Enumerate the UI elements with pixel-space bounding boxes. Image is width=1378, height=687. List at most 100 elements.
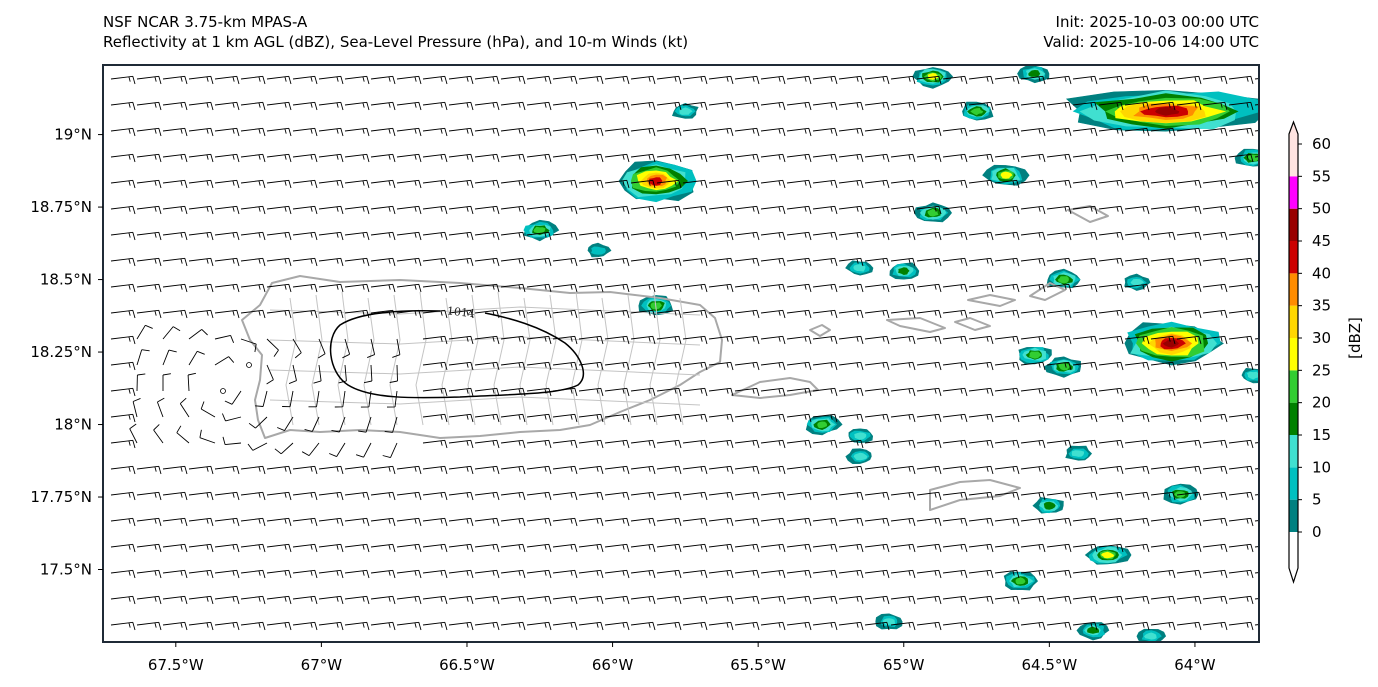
wind-barb (682, 283, 708, 293)
wind-barb (604, 517, 630, 527)
wind-barb (760, 491, 786, 501)
calm-wind-marker (246, 362, 252, 368)
wind-barb (552, 491, 578, 501)
wind-barb (136, 153, 162, 163)
wind-barb (396, 127, 422, 137)
wind-barb (1202, 543, 1228, 553)
wind-barb (1124, 621, 1150, 631)
wind-barb (578, 361, 604, 371)
wind-barb (110, 127, 136, 137)
wind-barb (942, 257, 968, 267)
wind-barb (500, 101, 526, 111)
wind-barb (318, 491, 344, 501)
wind-barb (578, 621, 604, 631)
wind-barb (968, 205, 994, 215)
wind-barb (552, 413, 578, 423)
wind-barb (344, 543, 370, 553)
wind-barb (367, 338, 376, 359)
wind-barb (864, 413, 890, 423)
wind-barb (708, 205, 734, 215)
colorbar-tick-label: 55 (1312, 167, 1331, 185)
wind-barb (448, 75, 474, 85)
wind-barb (1020, 309, 1046, 319)
wind-barb (344, 179, 370, 189)
init-time: Init: 2025-10-03 00:00 UTC (1055, 13, 1259, 31)
wind-barb (708, 569, 734, 579)
wind-barb (162, 283, 188, 293)
wind-barb (500, 231, 526, 241)
wind-barb (682, 491, 708, 501)
wind-barb (422, 75, 448, 85)
reflectivity-contour-5dbz (591, 246, 606, 255)
y-axis-ticks: 19°N 18.75°N 18.5°N 18.25°N 18°N 17.75°N 17.5°… (30, 126, 103, 579)
wind-barb (994, 595, 1020, 605)
wind-barb (266, 595, 292, 605)
wind-barb (916, 595, 942, 605)
wind-barb (942, 491, 968, 501)
colorbar-over-extension (1289, 122, 1298, 144)
wind-barb (1150, 517, 1176, 527)
reflectivity-contour-40dbz (649, 177, 663, 186)
y-tick-label: 17.5°N (40, 561, 92, 579)
wind-barb (1098, 387, 1124, 397)
wind-barb (838, 387, 864, 397)
wind-barb (552, 283, 578, 293)
municipal-border (571, 291, 583, 426)
wind-barb (1202, 179, 1228, 189)
wind-barb (317, 338, 326, 359)
wind-barb (331, 416, 346, 433)
reflectivity-contour-15dbz (1028, 70, 1041, 77)
municipal-border (269, 396, 701, 406)
reflectivity-contour-20dbz (817, 421, 827, 428)
wind-barb (630, 413, 656, 423)
wind-barb (968, 75, 994, 85)
wind-barb (812, 569, 838, 579)
wind-barb (110, 101, 136, 111)
wind-barb (890, 335, 916, 345)
wind-barb (292, 569, 318, 579)
wind-barb (162, 75, 188, 85)
wind-barb (1150, 101, 1176, 111)
wind-barb (214, 569, 240, 579)
wind-barb (1124, 595, 1150, 605)
wind-barb (1046, 413, 1072, 423)
wind-barb (136, 127, 162, 137)
wind-barb (1202, 569, 1228, 579)
wind-barb (266, 309, 292, 319)
st-john-coast (954, 317, 991, 331)
wind-barb (344, 595, 370, 605)
wind-barb (266, 101, 292, 111)
wind-barb (1046, 465, 1072, 475)
wind-barb (682, 127, 708, 137)
wind-barb (214, 465, 240, 475)
wind-barb (214, 127, 240, 137)
wind-barb (334, 390, 346, 408)
wind-barb (255, 390, 268, 407)
wind-barb (708, 361, 734, 371)
wind-barb (1150, 569, 1176, 579)
coastline-layer (241, 205, 1109, 511)
reflectivity-contour-15dbz (1043, 501, 1056, 510)
wind-barb (474, 465, 500, 475)
wind-barb (136, 179, 162, 189)
municipal-border (285, 297, 297, 426)
wind-barb (526, 569, 552, 579)
wind-barb (734, 387, 760, 397)
reflectivity-contour-20dbz (1015, 577, 1026, 585)
wind-barb (136, 491, 162, 501)
wind-barb (812, 595, 838, 605)
wind-barb (1072, 413, 1098, 423)
wind-barb (292, 179, 318, 189)
x-tick-label: 67°W (301, 656, 343, 674)
wind-barb (1176, 439, 1202, 449)
wind-barb (708, 101, 734, 111)
y-tick-label: 18.75°N (30, 198, 92, 216)
wind-barb (994, 439, 1020, 449)
wind-barb (760, 361, 786, 371)
wind-barb (1228, 205, 1254, 215)
wind-barb (708, 231, 734, 241)
wind-barb (292, 543, 318, 553)
wind-barb (1020, 413, 1046, 423)
wind-barb (1124, 101, 1150, 111)
wind-barb (838, 101, 864, 111)
